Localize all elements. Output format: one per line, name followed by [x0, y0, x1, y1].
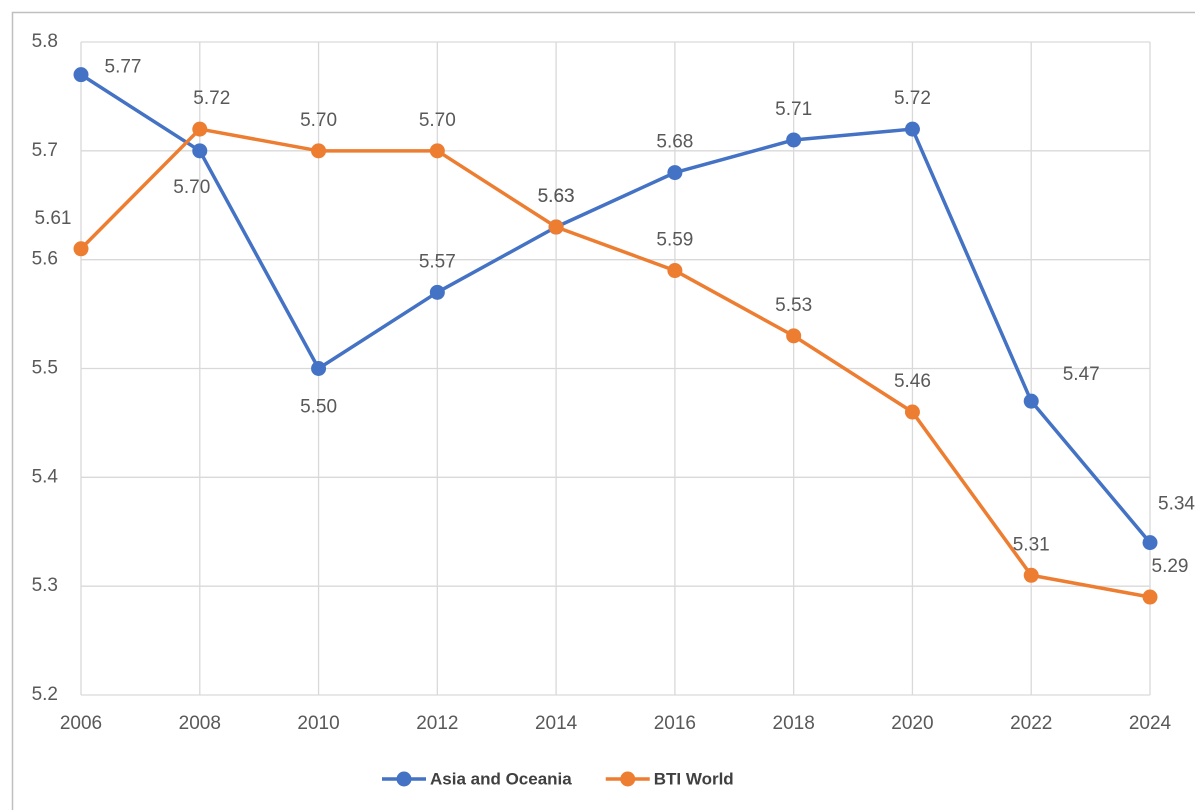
data-point [73, 241, 89, 257]
data-point [1023, 567, 1039, 583]
legend-label: Asia and Oceania [430, 769, 572, 788]
data-point [311, 143, 327, 159]
x-tick-label: 2018 [773, 713, 815, 734]
data-point [73, 67, 89, 83]
data-label: 5.53 [775, 295, 812, 316]
legend-marker [396, 771, 412, 787]
data-point [429, 284, 445, 300]
legend-label: BTI World [654, 769, 734, 788]
x-tick-label: 2006 [60, 713, 102, 734]
x-tick-label: 2014 [535, 713, 578, 734]
data-label: 5.47 [1063, 364, 1100, 385]
data-point [311, 361, 327, 376]
data-point [904, 121, 920, 137]
x-tick-label: 2012 [416, 713, 458, 734]
data-point [786, 328, 802, 344]
y-tick-label: 5.3 [32, 575, 58, 596]
data-point [904, 404, 920, 420]
data-point [1142, 535, 1158, 551]
data-label: 5.50 [300, 397, 337, 418]
data-point [192, 143, 208, 159]
y-tick-label: 5.2 [32, 684, 58, 705]
x-tick-label: 2020 [891, 713, 933, 734]
y-tick-label: 5.8 [32, 31, 58, 52]
data-label: 5.72 [894, 88, 931, 109]
y-tick-label: 5.5 [32, 358, 58, 379]
data-label: 5.70 [173, 177, 210, 198]
data-label: 5.68 [656, 132, 693, 153]
series-line [79, 127, 1151, 599]
data-label: 5.29 [1152, 556, 1189, 577]
data-point [667, 263, 683, 279]
series-line [80, 73, 1152, 544]
y-tick-label: 5.6 [32, 249, 58, 270]
data-label: 5.63 [538, 186, 575, 207]
data-point [429, 143, 445, 159]
data-label: 5.77 [105, 57, 142, 78]
data-point [667, 165, 683, 181]
data-point [548, 219, 564, 235]
y-tick-label: 5.7 [32, 140, 58, 161]
data-label: 5.70 [300, 110, 337, 131]
x-tick-label: 2010 [297, 713, 339, 734]
x-tick-label: 2016 [654, 713, 696, 734]
data-label: 5.61 [35, 208, 72, 229]
data-label: 5.63 [538, 186, 575, 207]
data-point [1023, 393, 1039, 409]
data-label: 5.71 [775, 99, 812, 120]
legend-marker [620, 771, 636, 787]
x-tick-label: 2024 [1129, 713, 1172, 734]
data-label: 5.72 [193, 88, 230, 109]
data-point [786, 132, 802, 148]
data-label: 5.46 [894, 371, 931, 392]
chart-frame [11, 11, 1195, 810]
data-label: 5.57 [419, 251, 456, 272]
y-tick-label: 5.4 [32, 466, 59, 487]
data-label: 5.31 [1013, 534, 1050, 555]
x-tick-label: 2008 [179, 713, 221, 734]
data-point [192, 121, 208, 137]
data-label: 5.34 [1158, 494, 1195, 515]
data-point [1142, 589, 1158, 605]
data-label: 5.70 [419, 110, 456, 131]
data-label: 5.59 [656, 230, 693, 251]
x-tick-label: 2022 [1010, 713, 1052, 734]
